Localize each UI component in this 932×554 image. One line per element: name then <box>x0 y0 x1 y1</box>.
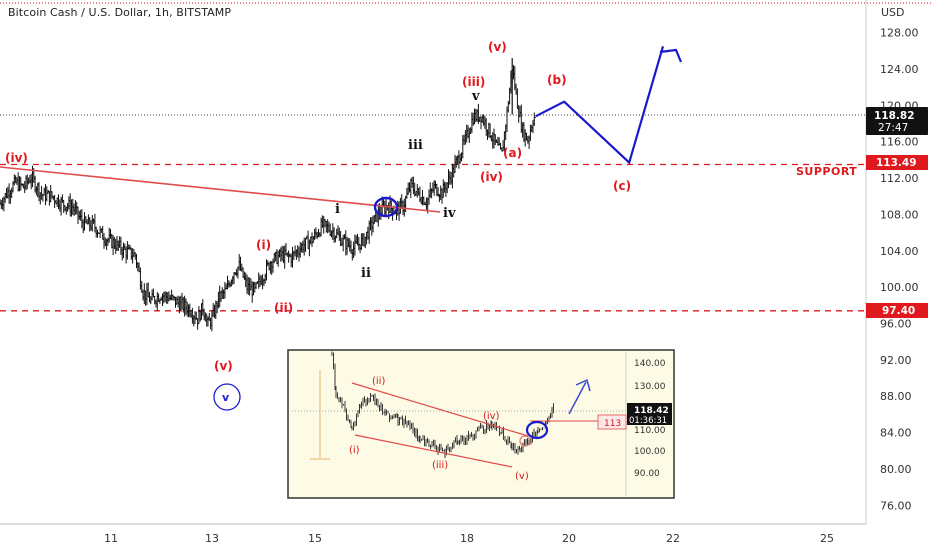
price-tick: 128.00 <box>880 27 919 40</box>
inset-tick-90: 90.00 <box>634 469 660 479</box>
inset-trendline-lower <box>354 434 513 468</box>
wave-label-b: (b) <box>547 73 567 87</box>
time-tick: 22 <box>666 532 680 545</box>
projection-path[interactable] <box>535 45 665 165</box>
chart-title: Bitcoin Cash / U.S. Dollar, 1h, BITSTAMP <box>8 6 232 19</box>
wave-label-small-i: i <box>335 202 340 217</box>
support-badge-97[interactable]: 97.40 <box>866 303 928 318</box>
price-tick: 76.00 <box>880 499 912 512</box>
inset-red-circle <box>519 435 531 447</box>
price-axis[interactable]: 128.00124.00120.00116.00112.00108.00104.… <box>880 27 919 513</box>
circled-wave-v-label: v <box>222 391 230 404</box>
wave-label-ii: (ii) <box>274 301 293 315</box>
price-tick: 112.00 <box>880 172 919 185</box>
countdown-text: 27:47 <box>878 122 908 134</box>
inset-trendline-upper <box>351 382 529 437</box>
support-levels <box>0 163 866 312</box>
inset-countdown-text: 01:36:31 <box>629 416 667 426</box>
time-tick: 13 <box>205 532 219 545</box>
last-price-text: 118.82 <box>874 110 915 122</box>
trendline[interactable] <box>0 166 441 213</box>
wave-label-iv: (iv) <box>480 170 503 184</box>
wave-label-iv-left: (iv) <box>5 151 28 165</box>
time-tick: 18 <box>460 532 474 545</box>
inset-label-iii: (iii) <box>432 460 448 471</box>
time-tick: 15 <box>308 532 322 545</box>
price-tick: 104.00 <box>880 245 919 258</box>
inset-tick-110: 110.00 <box>634 426 666 436</box>
wave-label-small-ii: ii <box>361 266 371 281</box>
inset-price-text: 118.42 <box>634 406 669 416</box>
price-tick: 80.00 <box>880 463 912 476</box>
time-tick: 20 <box>562 532 576 545</box>
wave-label-small-iii: iii <box>408 138 423 153</box>
support-badge-113[interactable]: 113.49 <box>866 155 928 170</box>
inset-price-badge <box>627 403 672 425</box>
price-tick: 124.00 <box>880 63 919 76</box>
time-tick: 11 <box>104 532 118 545</box>
wave-label-v-low: (v) <box>214 359 233 373</box>
price-tick: 84.00 <box>880 427 912 440</box>
inset-tick-140: 140.00 <box>634 359 666 369</box>
support-badge-97-text: 97.40 <box>882 305 915 317</box>
inset-chart: (ii) (i) (iii) (iv) (v) 140.00 130.00 11… <box>287 349 675 499</box>
support-label: SUPPORT <box>796 165 857 178</box>
last-price-badge[interactable]: 118.82 27:47 <box>866 107 928 135</box>
candles <box>0 58 536 332</box>
inset-label-v: (v) <box>515 471 529 482</box>
inset-tick-100: 100.00 <box>634 447 666 457</box>
inset-candles <box>331 351 554 459</box>
wave-label-small-iv: iv <box>443 206 456 221</box>
wave-label-v: (v) <box>488 40 507 54</box>
inset-arrow <box>568 381 587 415</box>
inset-label-ii: (ii) <box>372 376 385 387</box>
price-tick: 92.00 <box>880 354 912 367</box>
time-tick: 25 <box>820 532 834 545</box>
inset-level-badge <box>597 414 627 430</box>
inset-arrowhead <box>575 378 591 392</box>
price-tick: 96.00 <box>880 318 912 331</box>
inset-tick-130: 130.00 <box>634 382 666 392</box>
wave-label-c: (c) <box>613 179 631 193</box>
support-badge-text: 113.49 <box>876 157 917 169</box>
price-tick: 108.00 <box>880 208 919 221</box>
price-tick: 116.00 <box>880 136 919 149</box>
breakout-circle <box>373 196 399 218</box>
projection-arrowhead <box>659 48 683 63</box>
inset-label-i: (i) <box>349 445 360 456</box>
time-axis[interactable]: 11 13 15 18 20 22 25 <box>104 532 834 545</box>
wave-label-small-v: v <box>471 89 480 104</box>
wave-label-i: (i) <box>256 238 271 252</box>
currency-label: USD <box>881 6 905 19</box>
price-tick: 100.00 <box>880 281 919 294</box>
inset-level-text: 113 <box>604 419 621 429</box>
wave-label-a: (a) <box>503 146 522 160</box>
inset-blue-circle <box>525 420 549 440</box>
inset-label-iv: (iv) <box>483 411 500 422</box>
wave-label-iii: (iii) <box>462 75 485 89</box>
price-tick: 88.00 <box>880 390 912 403</box>
circled-wave-v <box>213 383 241 411</box>
